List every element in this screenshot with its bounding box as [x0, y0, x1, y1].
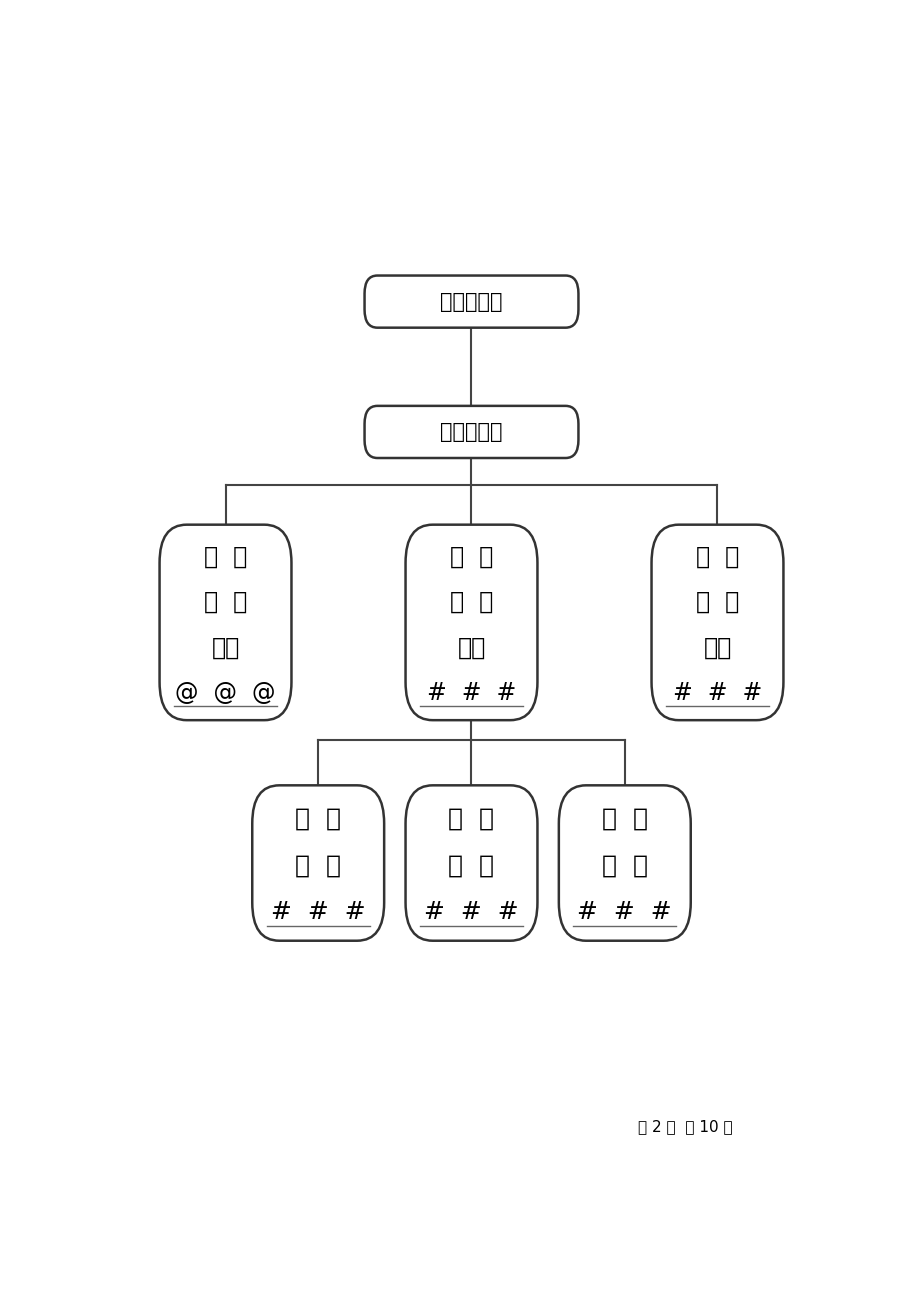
Text: 科：: 科：	[703, 635, 731, 659]
FancyBboxPatch shape	[252, 785, 384, 941]
Text: #  #  #: # # #	[270, 901, 365, 924]
FancyBboxPatch shape	[558, 785, 690, 941]
Text: 施  工: 施 工	[204, 544, 247, 569]
Text: 机  动: 机 动	[601, 806, 647, 831]
Text: 组  ：: 组 ：	[448, 853, 494, 878]
Text: 安  全: 安 全	[449, 590, 493, 615]
Text: @  @  @: @ @ @	[176, 681, 276, 704]
FancyBboxPatch shape	[159, 525, 291, 720]
Text: 组  ：: 组 ：	[295, 853, 341, 878]
Text: 第 2 页  共 10 页: 第 2 页 共 10 页	[638, 1120, 732, 1134]
Text: 科：: 科：	[211, 635, 239, 659]
Text: 组  ：: 组 ：	[601, 853, 647, 878]
FancyBboxPatch shape	[405, 525, 537, 720]
FancyBboxPatch shape	[405, 785, 537, 941]
Text: #  #  #: # # #	[426, 681, 516, 704]
Text: 设  备: 设 备	[695, 590, 738, 615]
FancyBboxPatch shape	[651, 525, 783, 720]
Text: 项目经理：: 项目经理：	[440, 422, 502, 441]
Text: #  #  #: # # #	[424, 901, 518, 924]
FancyBboxPatch shape	[364, 406, 578, 458]
Text: 科：: 科：	[457, 635, 485, 659]
Text: 技  术: 技 术	[204, 590, 247, 615]
Text: #  #  #: # # #	[672, 681, 761, 704]
Text: 一  班: 一 班	[295, 806, 341, 831]
Text: 二  班: 二 班	[448, 806, 494, 831]
Text: 质  量: 质 量	[449, 544, 493, 569]
FancyBboxPatch shape	[364, 276, 578, 328]
Text: 材  料: 材 料	[695, 544, 738, 569]
Text: 公司经理：: 公司经理：	[440, 292, 502, 311]
Text: #  #  #: # # #	[577, 901, 672, 924]
